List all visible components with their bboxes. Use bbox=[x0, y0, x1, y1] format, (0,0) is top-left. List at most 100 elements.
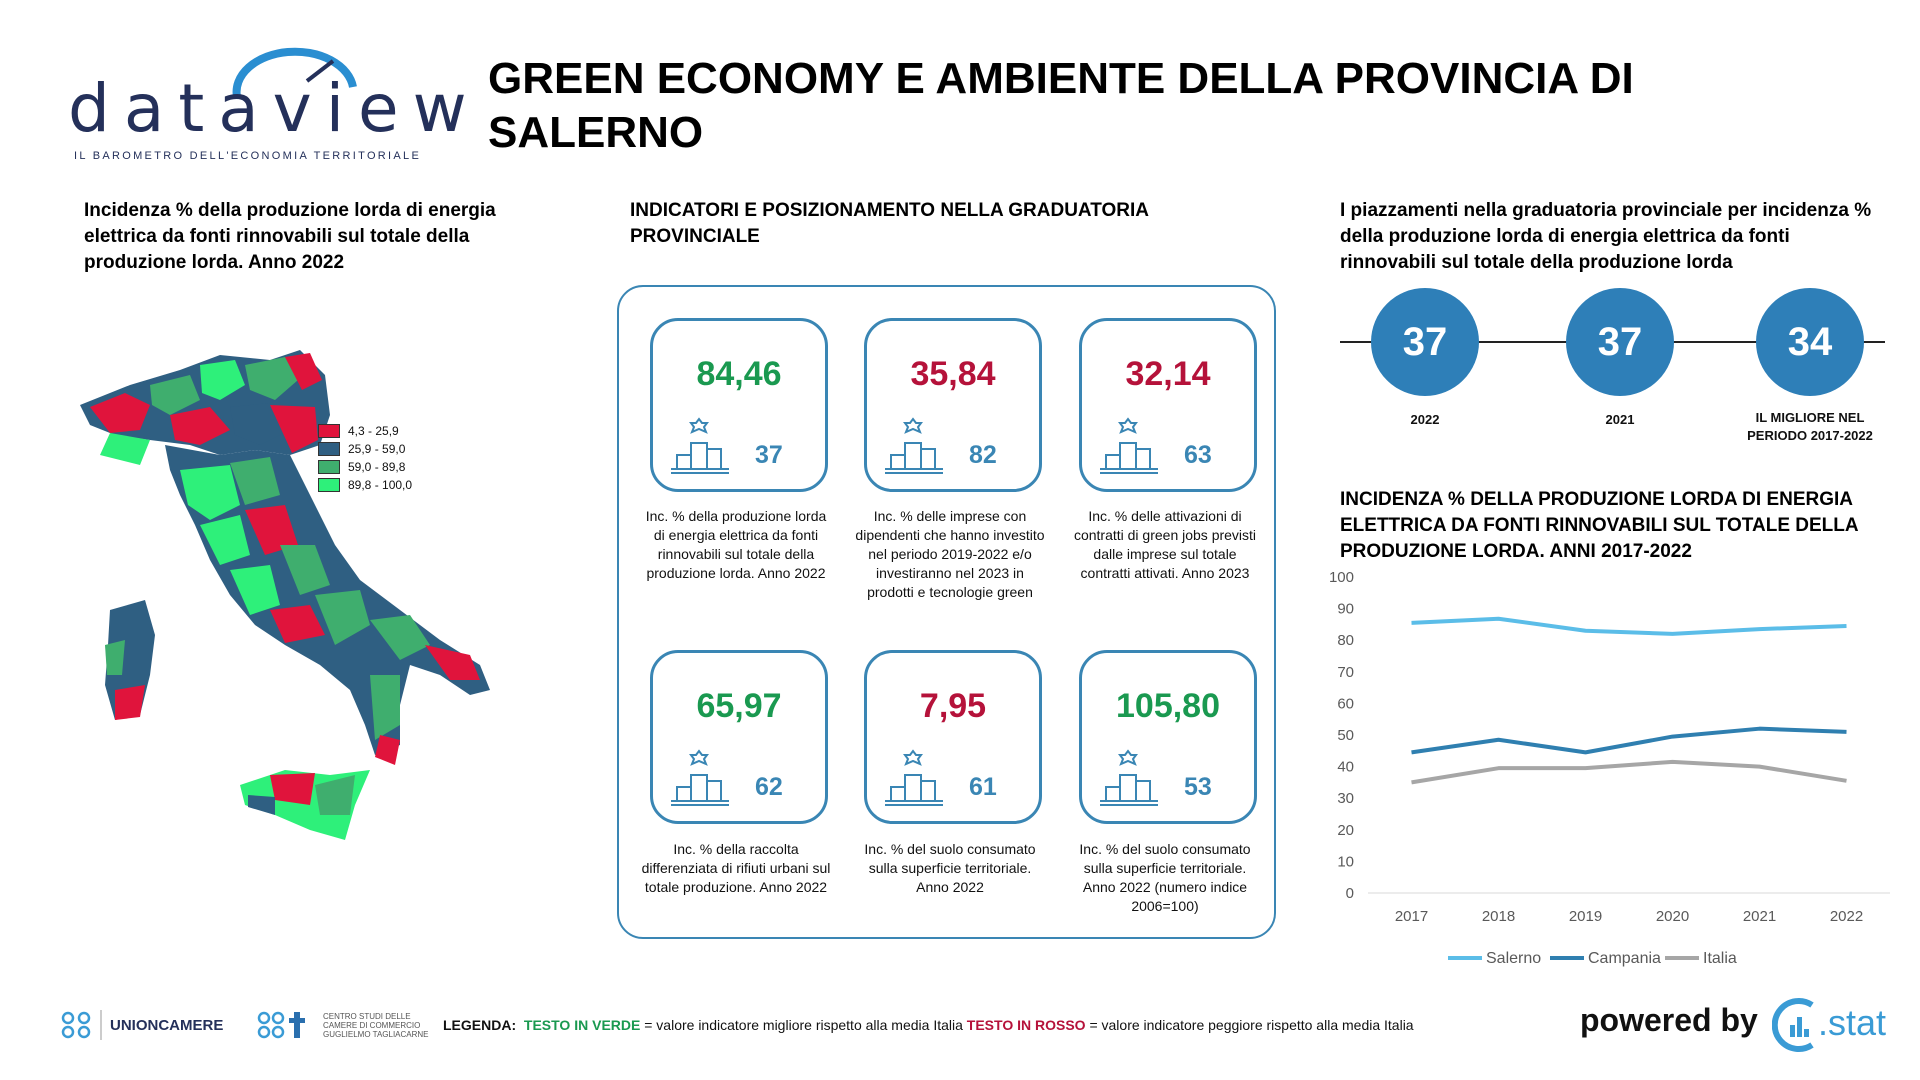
powered-by: powered by bbox=[1580, 1002, 1758, 1038]
logo: dataview bbox=[68, 70, 481, 147]
legend-label: 89,8 - 100,0 bbox=[348, 478, 413, 492]
map-legend-item: 59,0 - 89,8 bbox=[318, 458, 412, 476]
cstat-logo-icon bbox=[1772, 998, 1814, 1052]
legend-swatch bbox=[318, 478, 340, 492]
legend-green-text: = valore indicatore migliore rispetto al… bbox=[644, 1017, 963, 1033]
tagliacarne-line: CAMERE DI COMMERCIO bbox=[323, 1021, 421, 1030]
rank-label: IL MIGLIORE NEL PERIODO 2017-2022 bbox=[1747, 410, 1873, 443]
unioncamere-logo-icon bbox=[61, 1011, 91, 1039]
indicator-description: Inc. % del suolo consumato sulla superfi… bbox=[1079, 841, 1251, 914]
indicator-card: 65,97 62 bbox=[650, 650, 828, 824]
cstat-brand: .stat bbox=[1818, 1002, 1887, 1043]
indicator-value: 35,84 bbox=[910, 355, 996, 393]
indicator-value: 105,80 bbox=[1116, 687, 1220, 725]
indicator-rank: 37 bbox=[755, 441, 783, 469]
legend-red-text: = valore indicatore peggiore rispetto al… bbox=[1089, 1017, 1414, 1033]
legend-label: 4,3 - 25,9 bbox=[348, 424, 399, 438]
page-title: GREEN ECONOMY E AMBIENTE DELLA PROVINCIA… bbox=[488, 54, 1634, 157]
indicator-description: Inc. % delle imprese con dipendenti che … bbox=[855, 508, 1045, 600]
y-tick-label: 90 bbox=[1337, 601, 1354, 618]
map-legend-item: 25,9 - 59,0 bbox=[318, 440, 412, 458]
x-tick-label: 2017 bbox=[1395, 908, 1428, 925]
tagliacarne-line: GUGLIELMO TAGLIACARNE bbox=[323, 1030, 429, 1039]
legend-label: Italia bbox=[1703, 950, 1737, 967]
indicator-value: 65,97 bbox=[696, 687, 782, 725]
x-tick-label: 2022 bbox=[1830, 908, 1863, 925]
x-tick-label: 2020 bbox=[1656, 908, 1689, 925]
indicator-value: 32,14 bbox=[1125, 355, 1211, 393]
chart-title: INCIDENZA % DELLA PRODUZIONE LORDA DI EN… bbox=[1340, 489, 1858, 562]
indicator-description: Inc. % delle attivazioni di contratti di… bbox=[1073, 508, 1257, 581]
legend-prefix: LEGENDA: bbox=[443, 1017, 517, 1033]
podium-icon bbox=[1098, 417, 1162, 475]
indicator-value: 7,95 bbox=[919, 687, 987, 725]
rank-circle: 37 bbox=[1371, 288, 1479, 396]
y-tick-label: 70 bbox=[1337, 664, 1354, 681]
logo-arc bbox=[232, 47, 357, 98]
x-tick-label: 2018 bbox=[1482, 908, 1515, 925]
indicator-description: Inc. % del suolo consumato sulla superfi… bbox=[864, 841, 1036, 895]
ranking-title: I piazzamenti nella graduatoria provinci… bbox=[1340, 200, 1872, 273]
rank-label: 2022 bbox=[1410, 412, 1440, 427]
indicator-rank: 53 bbox=[1184, 773, 1212, 801]
tagliacarne-label: CENTRO STUDI DELLE CAMERE DI COMMERCIO G… bbox=[323, 1012, 429, 1039]
indicator-rank: 63 bbox=[1184, 441, 1212, 469]
indicator-rank: 62 bbox=[755, 773, 783, 801]
legend-label: Campania bbox=[1588, 950, 1661, 967]
footer-divider bbox=[100, 1010, 102, 1040]
legend-label: 59,0 - 89,8 bbox=[348, 460, 406, 474]
indicators-panel bbox=[617, 285, 1276, 939]
indicator-card: 7,95 61 bbox=[864, 650, 1042, 824]
legend-label: Salerno bbox=[1486, 950, 1541, 967]
logo-subtitle: IL BAROMETRO DELL'ECONOMIA TERRITORIALE bbox=[74, 150, 422, 162]
indicator-card: 84,46 37 bbox=[650, 318, 828, 492]
indicator-description: Inc. % della raccolta differenziata di r… bbox=[641, 841, 831, 895]
series-line-campania bbox=[1411, 726, 1847, 755]
series-line-italia bbox=[1411, 759, 1847, 785]
map-legend: 4,3 - 25,9 25,9 - 59,0 59,0 - 89,8 89,8 … bbox=[318, 422, 412, 494]
podium-icon bbox=[883, 749, 947, 807]
y-tick-label: 20 bbox=[1337, 822, 1354, 839]
y-tick-label: 0 bbox=[1346, 885, 1354, 902]
y-tick-label: 80 bbox=[1337, 632, 1354, 649]
series-line-salerno bbox=[1411, 616, 1847, 636]
y-tick-label: 10 bbox=[1337, 853, 1354, 870]
podium-icon bbox=[1098, 749, 1162, 807]
map-legend-item: 89,8 - 100,0 bbox=[318, 476, 412, 494]
podium-icon bbox=[669, 417, 733, 475]
unioncamere-label: UNIONCAMERE bbox=[110, 1017, 224, 1034]
tagliacarne-line: CENTRO STUDI DELLE bbox=[323, 1012, 411, 1021]
indicator-rank: 82 bbox=[969, 441, 997, 469]
indicator-description: Inc. % della produzione lorda di energia… bbox=[645, 508, 827, 581]
rank-circle: 37 bbox=[1566, 288, 1674, 396]
podium-icon bbox=[883, 417, 947, 475]
legend-swatch bbox=[318, 424, 340, 438]
italy-map bbox=[80, 350, 490, 840]
y-tick-label: 50 bbox=[1337, 727, 1354, 744]
podium-icon bbox=[669, 749, 733, 807]
indicator-rank: 61 bbox=[969, 773, 997, 801]
map-title: Incidenza % della produzione lorda di en… bbox=[84, 200, 496, 273]
rank-label: 2021 bbox=[1605, 412, 1635, 427]
y-tick-label: 60 bbox=[1337, 695, 1354, 712]
y-tick-label: 40 bbox=[1337, 759, 1354, 776]
tagliacarne-logo-icon bbox=[257, 1011, 305, 1039]
legend-green-keyword: TESTO IN VERDE bbox=[523, 1017, 641, 1033]
indicators-title: INDICATORI E POSIZIONAMENTO NELLA GRADUA… bbox=[630, 200, 1149, 247]
legend-label: 25,9 - 59,0 bbox=[348, 442, 406, 456]
rank-circle: 34 bbox=[1756, 288, 1864, 396]
y-tick-label: 30 bbox=[1337, 790, 1354, 807]
indicator-card: 35,84 82 bbox=[864, 318, 1042, 492]
indicator-card: 105,80 53 bbox=[1079, 650, 1257, 824]
y-tick-label: 100 bbox=[1329, 569, 1354, 586]
legend-red-keyword: TESTO IN ROSSO bbox=[966, 1017, 1086, 1033]
footer-legend: LEGENDA: TESTO IN VERDE = valore indicat… bbox=[443, 1017, 1414, 1033]
legend-swatch bbox=[318, 442, 340, 456]
indicator-card: 32,14 63 bbox=[1079, 318, 1257, 492]
line-chart: 0 10 20 30 40 50 60 70 80 90 100 2017 2018 2019 2020 20… bbox=[1329, 569, 1890, 967]
legend-swatch bbox=[318, 460, 340, 474]
x-tick-label: 2019 bbox=[1569, 908, 1602, 925]
indicator-value: 84,46 bbox=[696, 355, 782, 393]
x-tick-label: 2021 bbox=[1743, 908, 1776, 925]
map-legend-item: 4,3 - 25,9 bbox=[318, 422, 412, 440]
